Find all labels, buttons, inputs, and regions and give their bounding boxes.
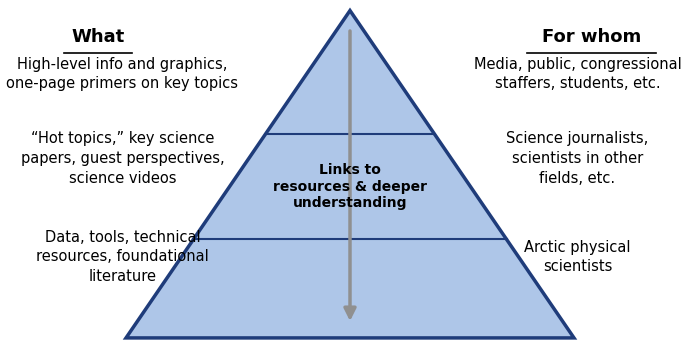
Text: For whom: For whom	[542, 28, 641, 46]
Text: Science journalists,
scientists in other
fields, etc.: Science journalists, scientists in other…	[506, 131, 649, 186]
Text: Media, public, congressional
staffers, students, etc.: Media, public, congressional staffers, s…	[474, 57, 681, 91]
Polygon shape	[126, 11, 574, 338]
Text: Data, tools, technical
resources, foundational
literature: Data, tools, technical resources, founda…	[36, 230, 209, 284]
Text: “Hot topics,” key science
papers, guest perspectives,
science videos: “Hot topics,” key science papers, guest …	[21, 131, 224, 186]
Text: Arctic physical
scientists: Arctic physical scientists	[524, 240, 631, 274]
Text: High-level info and graphics,
one-page primers on key topics: High-level info and graphics, one-page p…	[6, 57, 239, 91]
Text: Links to
resources & deeper
understanding: Links to resources & deeper understandin…	[273, 163, 427, 210]
Text: What: What	[71, 28, 125, 46]
